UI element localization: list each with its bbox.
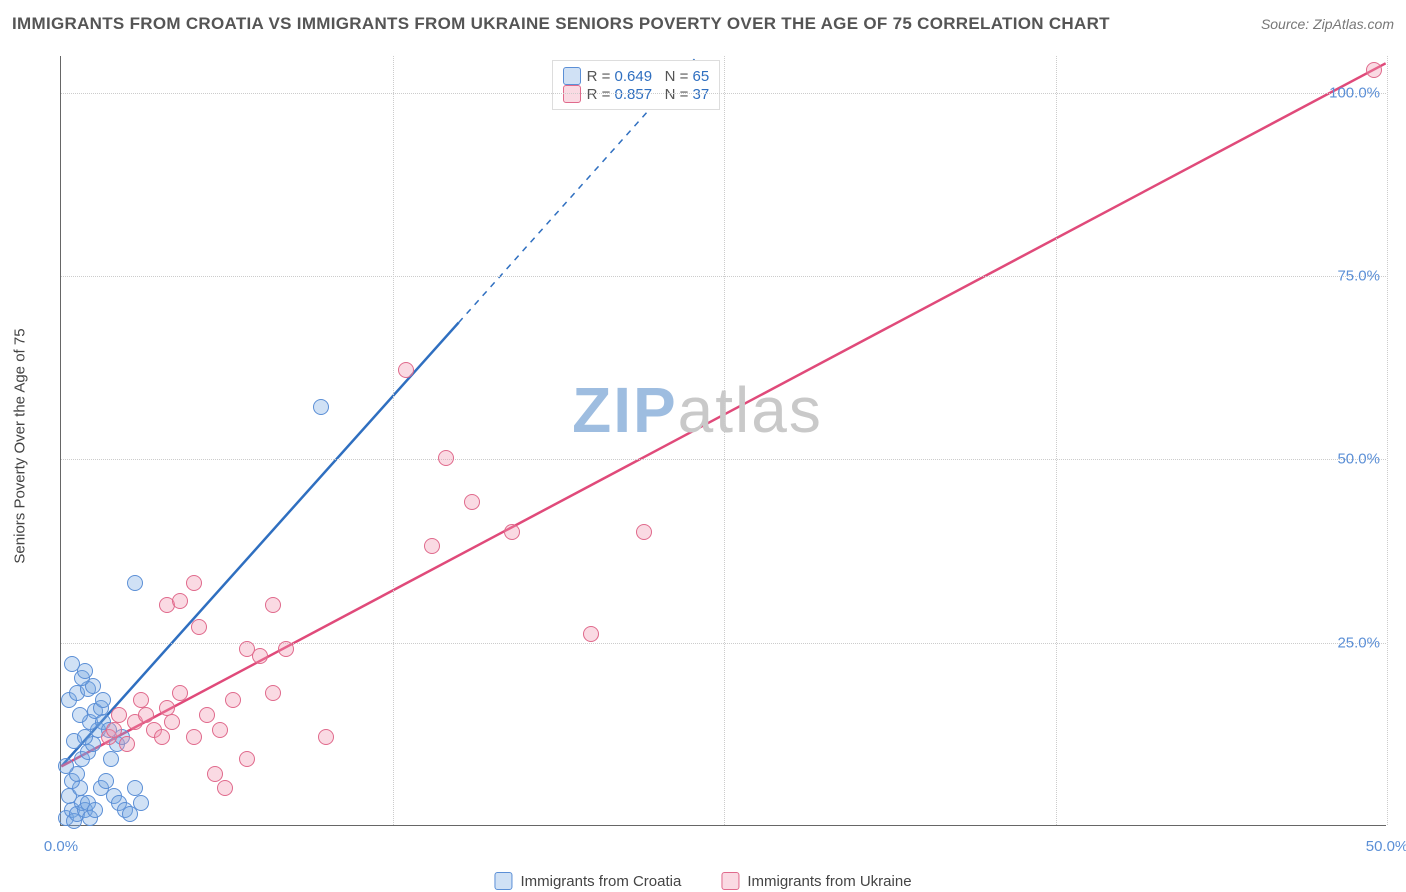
title-bar: IMMIGRANTS FROM CROATIA VS IMMIGRANTS FR… [12, 14, 1394, 34]
xtick-label: 50.0% [1366, 838, 1406, 855]
data-point [265, 685, 281, 701]
watermark-prefix: ZIP [572, 374, 678, 446]
legend-label-ukraine: Immigrants from Ukraine [747, 873, 911, 890]
legend-swatch-croatia [494, 872, 512, 890]
data-point [318, 729, 334, 745]
data-point [217, 780, 233, 796]
legend-swatch [563, 85, 581, 103]
source-label: Source: ZipAtlas.com [1261, 16, 1394, 32]
data-point [119, 736, 135, 752]
data-point [207, 766, 223, 782]
data-point [424, 538, 440, 554]
watermark-suffix: atlas [678, 374, 823, 446]
ytick-label: 100.0% [1329, 84, 1380, 101]
data-point [172, 685, 188, 701]
legend-item-croatia: Immigrants from Croatia [494, 872, 681, 890]
data-point [138, 707, 154, 723]
correlation-legend: R = 0.649 N = 65R = 0.857 N = 37 [552, 60, 721, 110]
data-point [98, 773, 114, 789]
data-point [72, 707, 88, 723]
data-point [95, 692, 111, 708]
plot-area: ZIPatlas R = 0.649 N = 65R = 0.857 N = 3… [60, 56, 1386, 826]
data-point [172, 593, 188, 609]
vgrid-line [724, 56, 725, 825]
legend-swatch [563, 67, 581, 85]
data-point [278, 641, 294, 657]
correlation-legend-row: R = 0.857 N = 37 [563, 85, 710, 103]
data-point [438, 450, 454, 466]
legend-swatch-ukraine [721, 872, 739, 890]
ytick-label: 75.0% [1337, 268, 1380, 285]
data-point [398, 362, 414, 378]
correlation-legend-text: R = 0.857 N = 37 [587, 86, 710, 103]
data-point [87, 802, 103, 818]
data-point [239, 751, 255, 767]
data-point [127, 575, 143, 591]
data-point [636, 524, 652, 540]
legend-item-ukraine: Immigrants from Ukraine [721, 872, 911, 890]
data-point [199, 707, 215, 723]
data-point [265, 597, 281, 613]
data-point [164, 714, 180, 730]
vgrid-line [1387, 56, 1388, 825]
data-point [186, 729, 202, 745]
y-axis-label: Seniors Poverty Over the Age of 75 [12, 328, 29, 563]
data-point [186, 575, 202, 591]
data-point [583, 626, 599, 642]
data-point [191, 619, 207, 635]
data-point [58, 758, 74, 774]
ytick-label: 50.0% [1337, 451, 1380, 468]
data-point [159, 700, 175, 716]
data-point [504, 524, 520, 540]
data-point [1366, 62, 1382, 78]
series-legend: Immigrants from Croatia Immigrants from … [494, 872, 911, 890]
watermark: ZIPatlas [572, 373, 823, 447]
data-point [133, 795, 149, 811]
data-point [127, 780, 143, 796]
chart-title: IMMIGRANTS FROM CROATIA VS IMMIGRANTS FR… [12, 14, 1110, 34]
data-point [212, 722, 228, 738]
vgrid-line [1056, 56, 1057, 825]
data-point [313, 399, 329, 415]
data-point [103, 751, 119, 767]
ytick-label: 25.0% [1337, 634, 1380, 651]
data-point [133, 692, 149, 708]
correlation-legend-row: R = 0.649 N = 65 [563, 67, 710, 85]
data-point [464, 494, 480, 510]
data-point [252, 648, 268, 664]
xtick-label: 0.0% [44, 838, 78, 855]
legend-label-croatia: Immigrants from Croatia [520, 873, 681, 890]
data-point [106, 722, 122, 738]
data-point [77, 663, 93, 679]
data-point [154, 729, 170, 745]
data-point [111, 707, 127, 723]
vgrid-line [393, 56, 394, 825]
correlation-legend-text: R = 0.649 N = 65 [587, 68, 710, 85]
data-point [225, 692, 241, 708]
